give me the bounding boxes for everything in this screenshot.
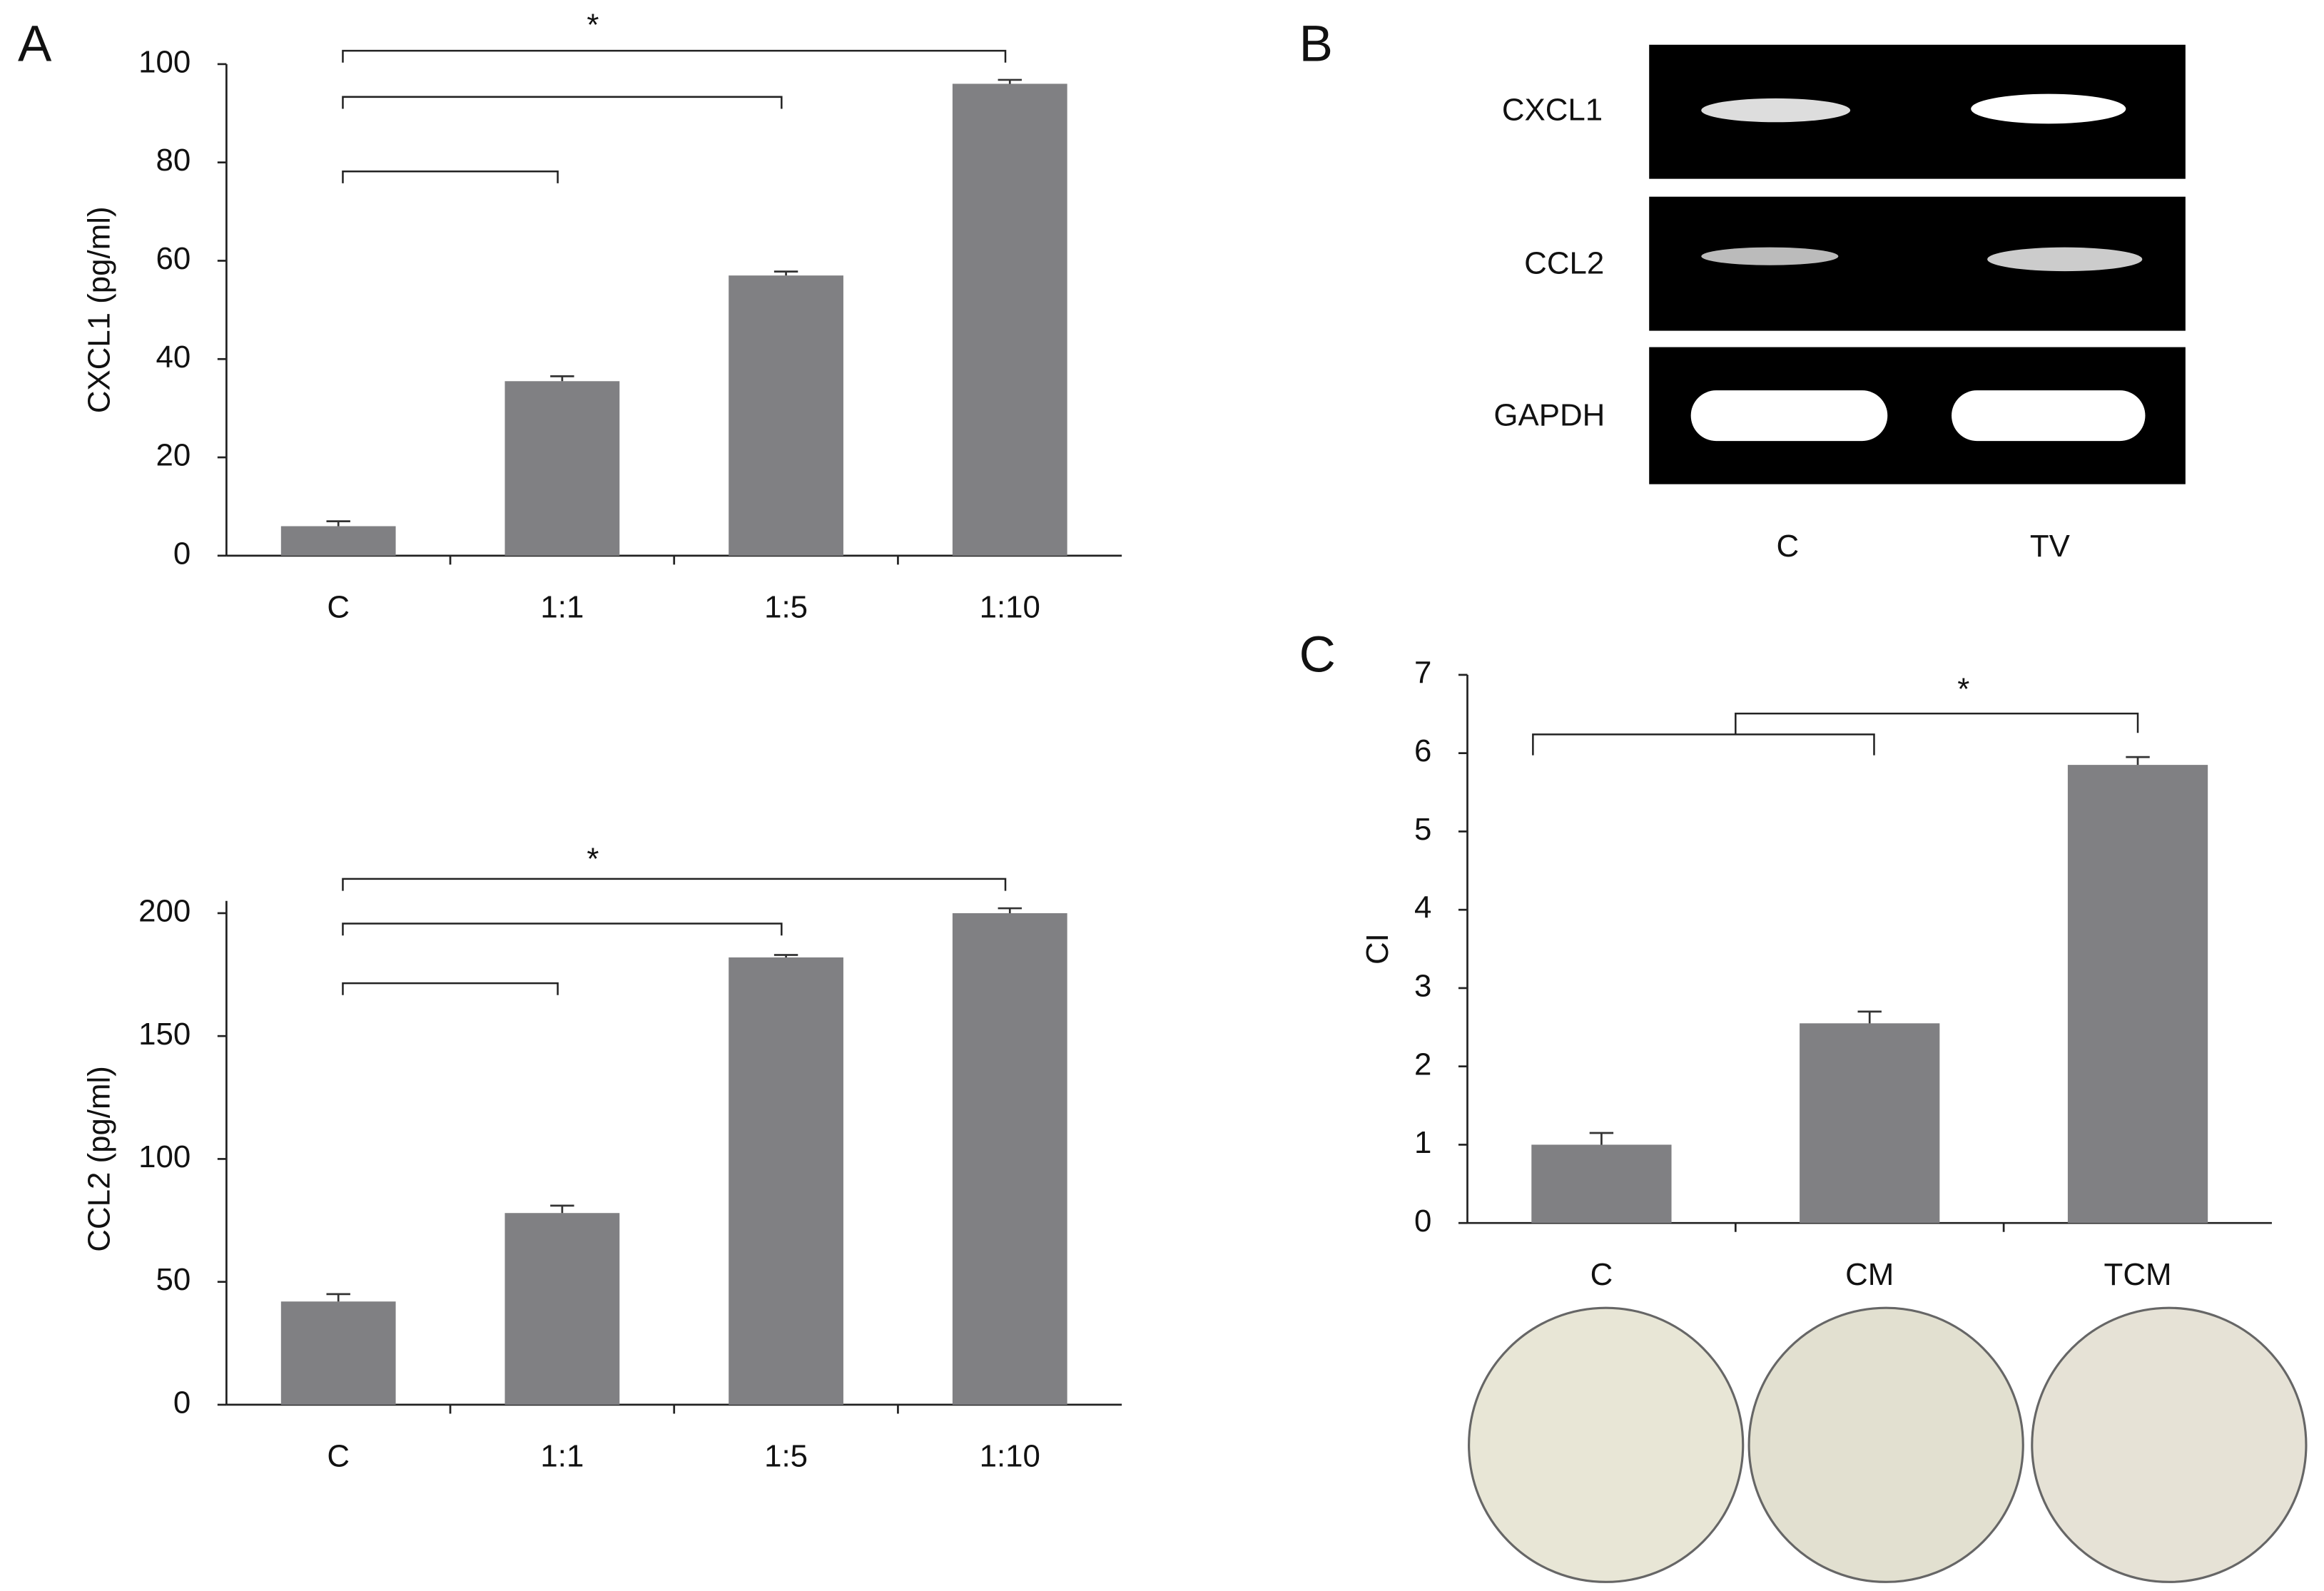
significance-bracket <box>342 170 559 183</box>
y-tick-label: 40 <box>156 340 191 375</box>
gel-band <box>1987 247 2143 272</box>
gel-lane-label: C <box>1777 529 1800 564</box>
dish <box>1747 1306 2024 1583</box>
gel-band <box>1701 247 1839 265</box>
bar <box>1531 1144 1672 1224</box>
gel-band <box>1701 98 1851 123</box>
bar <box>952 913 1067 1405</box>
error-bar <box>550 375 574 382</box>
dish-images <box>1468 1306 2308 1583</box>
error-bar <box>2126 756 2150 766</box>
y-tick-label: 20 <box>156 438 191 473</box>
panel-label: C <box>1299 627 1336 683</box>
error-bar <box>773 270 798 276</box>
x-tick-label: C <box>327 590 350 625</box>
gel: CXCL1 CCL2 GAPDH C TV <box>1493 44 2186 564</box>
x-tick-label: CM <box>1845 1257 1894 1292</box>
gel-band <box>1690 390 1888 442</box>
significance-marker: * <box>587 7 599 42</box>
bar <box>280 1301 396 1405</box>
error-bar <box>998 907 1022 913</box>
x-tick-label: 1:5 <box>764 1439 808 1474</box>
y-tick-label: 6 <box>1414 733 1431 768</box>
y-tick-label: 4 <box>1414 890 1431 925</box>
panel-label: A <box>18 16 52 73</box>
x-tick-label: 1:1 <box>540 590 584 625</box>
bar <box>504 381 620 556</box>
y-tick-label: 0 <box>173 1385 191 1420</box>
x-tick-label: 1:1 <box>540 1439 584 1474</box>
x-tick-label: 1:5 <box>764 590 808 625</box>
gel-row-label: GAPDH <box>1493 397 1605 432</box>
y-tick-label: 0 <box>173 536 191 571</box>
y-axis-label: CXCL1 (pg/ml) <box>82 206 117 413</box>
significance-bracket <box>342 96 783 109</box>
y-tick-label: 5 <box>1414 812 1431 847</box>
significance-bracket <box>342 878 1007 891</box>
error-bar <box>1857 1010 1882 1024</box>
bar <box>729 957 843 1405</box>
y-tick-label: 1 <box>1414 1125 1431 1160</box>
gel-lane-label: TV <box>2030 529 2071 564</box>
y-tick-label: 150 <box>138 1017 191 1052</box>
gel-band <box>1952 390 2146 442</box>
x-tick-label: 1:10 <box>980 1439 1040 1474</box>
error-bar <box>550 1204 574 1214</box>
x-tick-label: C <box>1590 1257 1613 1292</box>
y-tick-label: 100 <box>138 1139 191 1174</box>
bar <box>280 526 396 556</box>
y-tick-label: 100 <box>138 44 191 79</box>
significance-marker: * <box>587 841 599 876</box>
y-tick-label: 80 <box>156 143 191 178</box>
dish <box>1468 1306 1745 1583</box>
error-bar <box>773 954 798 957</box>
significance-bracket <box>342 982 559 995</box>
bar <box>504 1213 620 1405</box>
bar <box>729 275 843 556</box>
y-tick-label: 7 <box>1414 655 1431 690</box>
y-tick-label: 60 <box>156 241 191 276</box>
bar <box>952 83 1067 556</box>
panel-label: B <box>1299 16 1333 73</box>
gel-row-label: CXCL1 <box>1502 92 1603 127</box>
y-tick-label: 2 <box>1414 1047 1431 1082</box>
gel-band <box>1971 93 2126 124</box>
x-tick-label: C <box>327 1439 350 1474</box>
error-bar <box>998 78 1022 84</box>
y-axis-label: CCL2 (pg/ml) <box>82 1066 117 1252</box>
x-tick-label: 1:10 <box>980 590 1040 625</box>
significance-bracket <box>1532 712 2139 756</box>
y-tick-label: 200 <box>138 894 191 929</box>
y-tick-label: 3 <box>1414 969 1431 1004</box>
y-tick-label: 50 <box>156 1262 191 1297</box>
significance-bracket <box>342 922 783 936</box>
dish <box>2031 1306 2308 1583</box>
bar <box>1800 1023 1940 1224</box>
y-tick-label: 0 <box>1414 1204 1431 1239</box>
bar <box>2067 765 2208 1224</box>
x-tick-label: TCM <box>2104 1257 2172 1292</box>
y-axis-label: CI <box>1360 933 1395 965</box>
error-bar <box>326 1293 350 1302</box>
gel-row-label: CCL2 <box>1524 245 1604 280</box>
error-bar <box>326 520 350 527</box>
error-bar <box>1589 1132 1614 1145</box>
significance-marker: * <box>1957 671 1969 706</box>
significance-bracket <box>342 49 1007 63</box>
